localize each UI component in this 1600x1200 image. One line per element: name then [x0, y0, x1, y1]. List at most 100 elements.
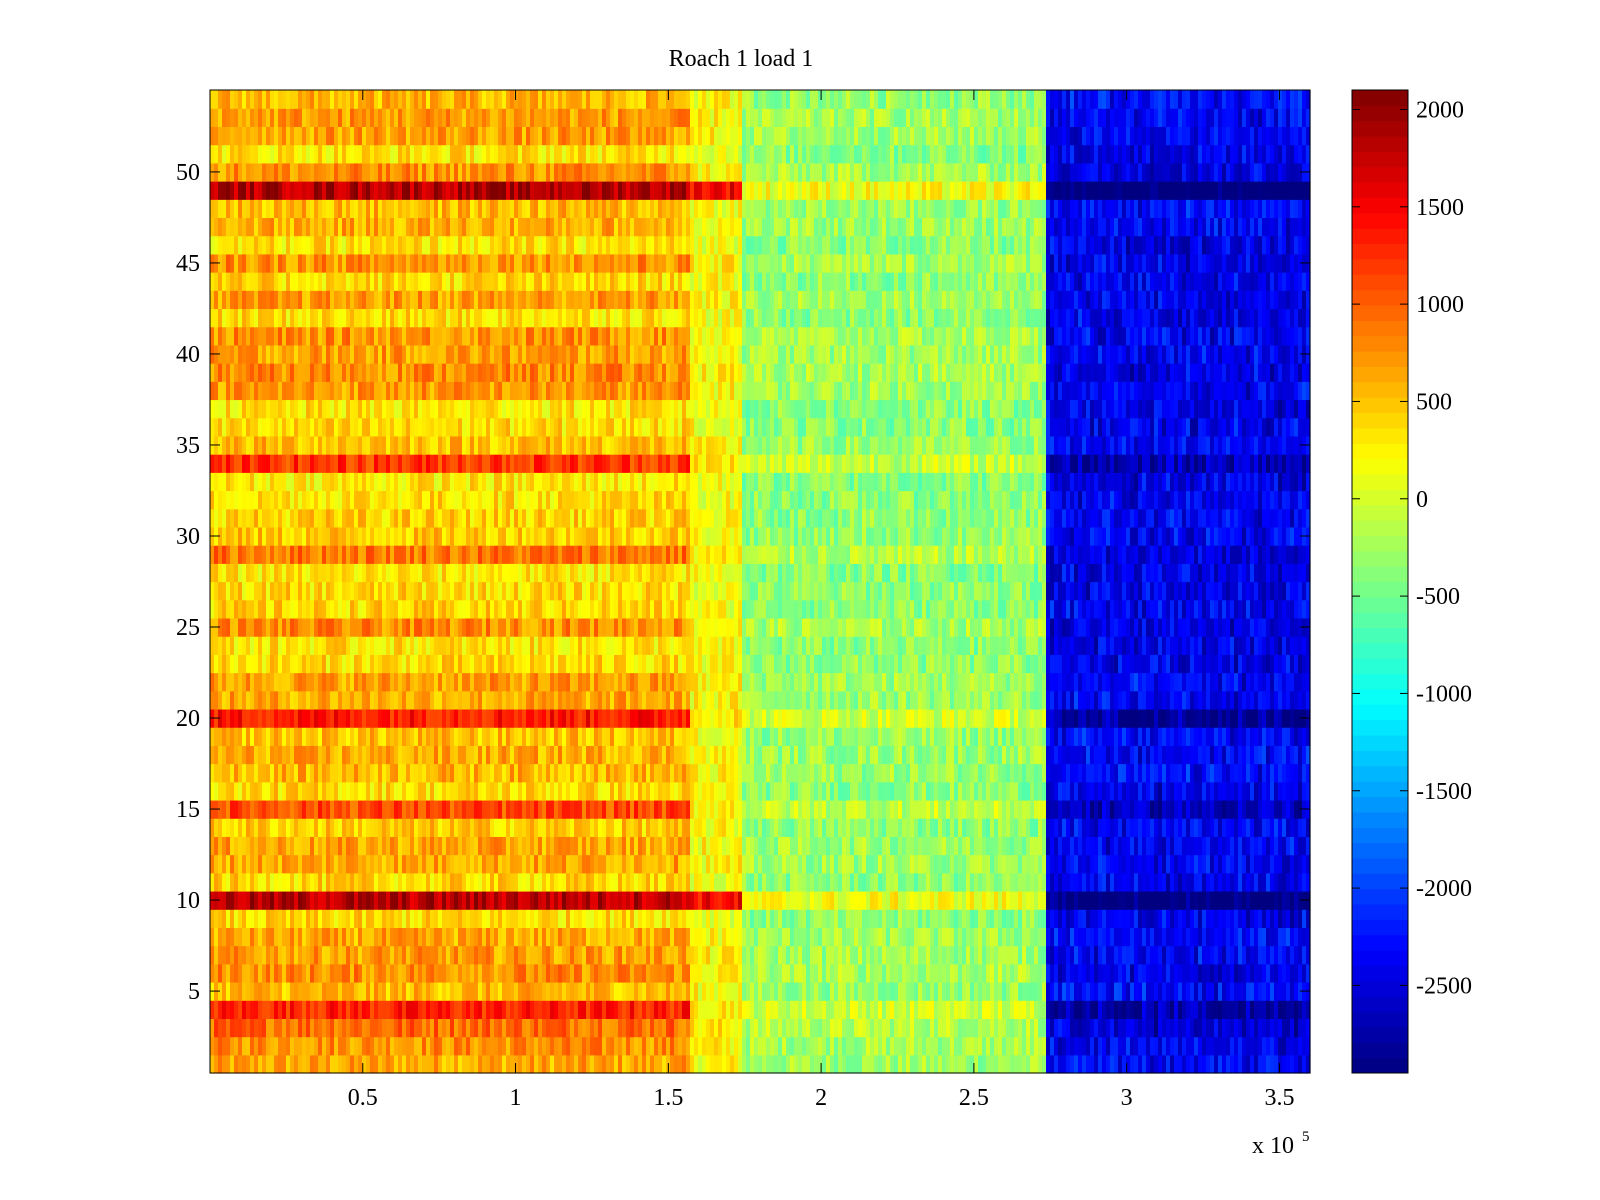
heat-cell — [1098, 927, 1103, 947]
heat-cell — [862, 781, 867, 801]
heat-cell — [958, 763, 963, 783]
heat-cell — [906, 927, 911, 947]
heat-cell — [810, 818, 815, 837]
heat-cell — [1198, 745, 1203, 765]
heat-cell — [290, 818, 295, 837]
heat-cell — [1174, 818, 1179, 837]
heat-cell — [502, 799, 507, 819]
heat-cell — [274, 727, 279, 746]
heat-cell — [562, 763, 567, 783]
heat-cell — [390, 799, 395, 819]
heat-cell — [1142, 981, 1147, 1001]
heat-cell — [570, 854, 575, 874]
heat-cell — [706, 872, 711, 892]
heat-cell — [678, 781, 683, 801]
heat-cell — [294, 909, 299, 928]
heat-cell — [498, 745, 503, 765]
heat-cell — [758, 854, 763, 874]
heat-cell — [774, 763, 779, 783]
heat-cell — [290, 1018, 295, 1038]
heat-cell — [642, 745, 647, 765]
heat-cell — [1014, 818, 1019, 837]
heat-cell — [226, 927, 231, 947]
heat-cell — [1262, 1036, 1267, 1056]
heat-cell — [1146, 872, 1151, 892]
heat-cell — [910, 872, 915, 892]
heat-cell — [782, 1000, 787, 1019]
heat-cell — [1038, 981, 1043, 1001]
heat-cell — [582, 1018, 587, 1038]
heat-cell — [698, 781, 703, 801]
heat-cell — [1150, 890, 1155, 910]
heat-cell — [274, 1036, 279, 1056]
heat-cell — [674, 963, 679, 983]
heat-cell — [1094, 745, 1099, 765]
heat-cell — [210, 945, 215, 965]
heat-cell — [550, 745, 555, 765]
heat-cell — [1146, 945, 1151, 965]
heat-cell — [1110, 963, 1115, 983]
heat-cell — [1082, 890, 1087, 910]
heat-cell — [946, 1018, 951, 1038]
heat-cell — [426, 1000, 431, 1019]
heat-cell — [1010, 1018, 1015, 1038]
heat-cell — [774, 781, 779, 801]
heat-cell — [1070, 927, 1075, 947]
heat-cell — [1022, 1054, 1027, 1074]
heat-cell — [322, 1054, 327, 1074]
heat-cell — [250, 1054, 255, 1074]
heat-cell — [742, 872, 747, 892]
heat-cell — [798, 945, 803, 965]
heat-cell — [210, 818, 215, 837]
heat-cell — [1138, 890, 1143, 910]
heat-cell — [970, 890, 975, 910]
heat-cell — [450, 836, 455, 856]
heat-cell — [490, 872, 495, 892]
heat-cell — [262, 963, 267, 983]
heat-cell — [1218, 836, 1223, 856]
heat-cell — [766, 1036, 771, 1056]
heat-cell — [1114, 836, 1119, 856]
heat-cell — [554, 854, 559, 874]
heat-cell — [582, 1036, 587, 1056]
heat-cell — [1298, 1054, 1303, 1074]
heat-cell — [1102, 1000, 1107, 1019]
heat-cell — [630, 909, 635, 928]
heat-cell — [594, 745, 599, 765]
heat-cell — [270, 818, 275, 837]
heat-cell — [966, 981, 971, 1001]
heat-cell — [1078, 890, 1083, 910]
heat-cell — [970, 799, 975, 819]
heat-cell — [1238, 981, 1243, 1001]
heat-cell — [318, 818, 323, 837]
heat-cell — [1174, 1054, 1179, 1074]
heat-cell — [294, 927, 299, 947]
heat-cell — [1194, 963, 1199, 983]
heat-cell — [1142, 763, 1147, 783]
heat-cell — [1154, 818, 1159, 837]
heat-cell — [990, 1000, 995, 1019]
heat-cell — [234, 963, 239, 983]
heat-cell — [790, 854, 795, 874]
heat-cell — [322, 945, 327, 965]
heat-cell — [1222, 890, 1227, 910]
heat-cell — [926, 1036, 931, 1056]
heat-cell — [722, 854, 727, 874]
heat-cell — [594, 836, 599, 856]
heat-cell — [450, 945, 455, 965]
heat-cell — [642, 945, 647, 965]
heat-cell — [446, 1036, 451, 1056]
heat-cell — [726, 872, 731, 892]
heat-cell — [318, 836, 323, 856]
heat-cell — [966, 890, 971, 910]
heat-cell — [678, 854, 683, 874]
heat-cell — [838, 909, 843, 928]
heat-cell — [654, 1000, 659, 1019]
heat-cell — [230, 963, 235, 983]
heat-cell — [578, 872, 583, 892]
heat-cell — [1302, 1036, 1307, 1056]
heat-cell — [382, 818, 387, 837]
heat-cell — [842, 854, 847, 874]
heat-cell — [1242, 836, 1247, 856]
heat-cell — [370, 1018, 375, 1038]
